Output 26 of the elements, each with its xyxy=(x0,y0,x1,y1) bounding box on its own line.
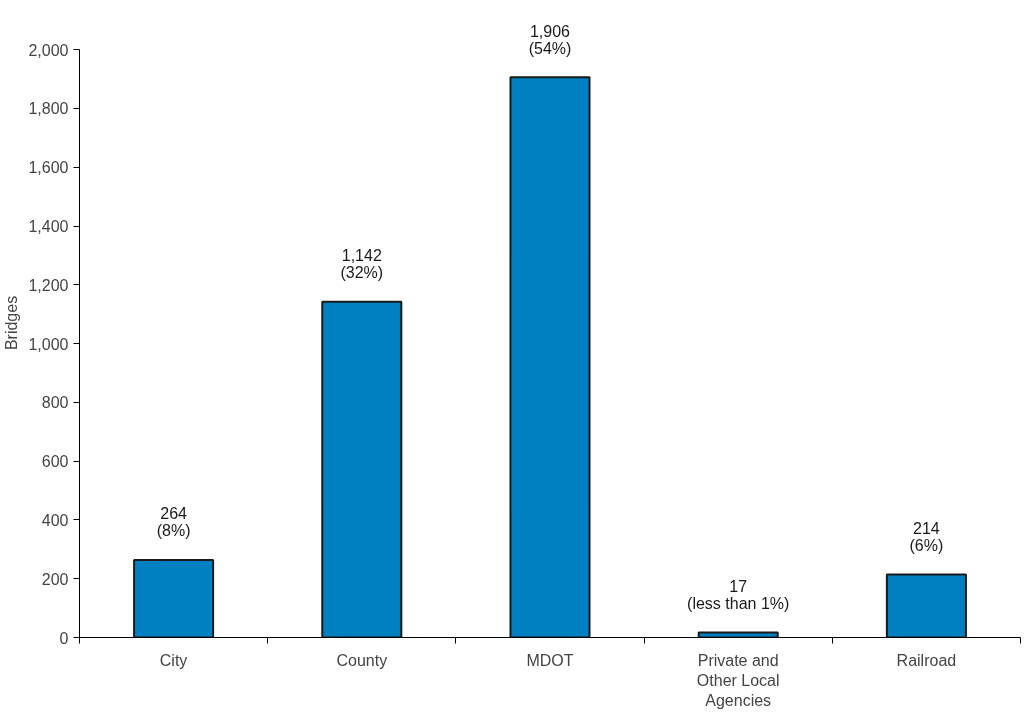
data-label: 214 (6%) xyxy=(909,520,944,555)
y-tick-label: 200 xyxy=(41,570,69,588)
y-tick-label: 600 xyxy=(41,453,69,471)
y-tick-label: 2,000 xyxy=(28,41,69,59)
y-tick-label: 1,800 xyxy=(28,100,69,118)
data-label: 17 (less than 1%) xyxy=(687,577,790,612)
x-tick-label: City xyxy=(159,651,188,669)
bar xyxy=(321,300,403,638)
x-tick-label: County xyxy=(336,651,388,669)
y-tick-label: 1,200 xyxy=(28,276,69,294)
data-label: 1,142 (32%) xyxy=(340,247,384,282)
bar xyxy=(885,573,967,638)
y-tick-label: 0 xyxy=(59,629,69,647)
bar xyxy=(509,76,591,638)
x-tick-label: MDOT xyxy=(526,651,574,669)
y-tick-label: 800 xyxy=(41,394,69,412)
y-axis-title: Bridges xyxy=(3,295,21,351)
y-tick-label: 400 xyxy=(41,511,69,529)
x-tick-label: Private and Other Local Agencies xyxy=(696,651,780,710)
data-label: 264 (8%) xyxy=(156,505,191,540)
y-tick-label: 1,000 xyxy=(28,335,69,353)
x-tick-label: Railroad xyxy=(896,651,957,669)
bar xyxy=(133,558,215,638)
data-label: 1,906 (54%) xyxy=(528,22,572,57)
y-tick-label: 1,600 xyxy=(28,159,69,177)
y-tick-label: 1,400 xyxy=(28,218,69,235)
